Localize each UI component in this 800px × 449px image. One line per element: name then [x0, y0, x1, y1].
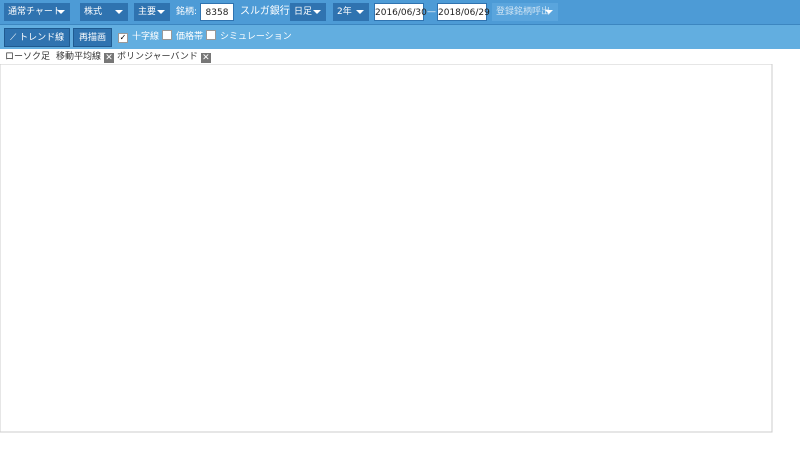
remove-button[interactable]: ✕	[200, 53, 211, 63]
chart-kind-select[interactable]: 通常チャート	[4, 3, 70, 21]
company-name: スルガ銀行	[240, 6, 290, 17]
redraw-button[interactable]: 再描画	[73, 28, 113, 47]
code-label: 銘柄:	[176, 7, 198, 17]
checkbox[interactable]	[206, 30, 216, 40]
period-select[interactable]: 2年	[333, 3, 369, 21]
indicator-label: 移動平均線	[56, 52, 102, 62]
simulation-label: シミュレーション	[220, 32, 292, 42]
checkbox[interactable]	[162, 30, 172, 40]
interval-select[interactable]: 日足	[290, 3, 326, 21]
load-saved[interactable]: 登録銘柄呼出	[492, 3, 558, 21]
checkbox[interactable]: ✓	[118, 33, 128, 43]
crosshair-label: 十字線	[132, 32, 160, 42]
indicator-chip: ボリンジャーバンド ✕	[117, 51, 211, 63]
trend-line-label: トレンド線	[19, 33, 65, 43]
exchange-select[interactable]: 主要	[134, 3, 170, 21]
indicator-chip: 移動平均線 ✕	[56, 51, 115, 63]
plot-frame	[0, 63, 773, 433]
indicator-label: ボリンジャーバンド	[117, 52, 198, 62]
date-to[interactable]: 2018/06/29	[437, 3, 490, 21]
date-from[interactable]: 2016/06/30	[374, 3, 427, 21]
simulation-option[interactable]: シミュレーション	[206, 28, 292, 47]
indicator-row: ローソク足 移動平均線 ✕ ボリンジャーバンド ✕	[0, 49, 800, 64]
options-bar: ⟋ トレンド線 再描画 ✓ 十字線 価格帯 シミュレーション	[0, 24, 800, 50]
code-input[interactable]: 8358	[200, 3, 234, 21]
indicator-chip: ローソク足	[5, 52, 51, 62]
date-separator: —	[427, 7, 436, 17]
market-select[interactable]: 株式	[80, 3, 128, 21]
price-band-label: 価格帯	[176, 32, 204, 42]
toolbar: 通常チャート 株式 主要 銘柄: 8358 スルガ銀行 日足 2年 2016/0…	[0, 0, 800, 24]
remove-button[interactable]: ✕	[104, 53, 115, 63]
price-band-option[interactable]: 価格帯	[162, 28, 203, 47]
crosshair-option[interactable]: ✓ 十字線	[118, 28, 159, 47]
trend-line-button[interactable]: ⟋ トレンド線	[4, 28, 71, 47]
